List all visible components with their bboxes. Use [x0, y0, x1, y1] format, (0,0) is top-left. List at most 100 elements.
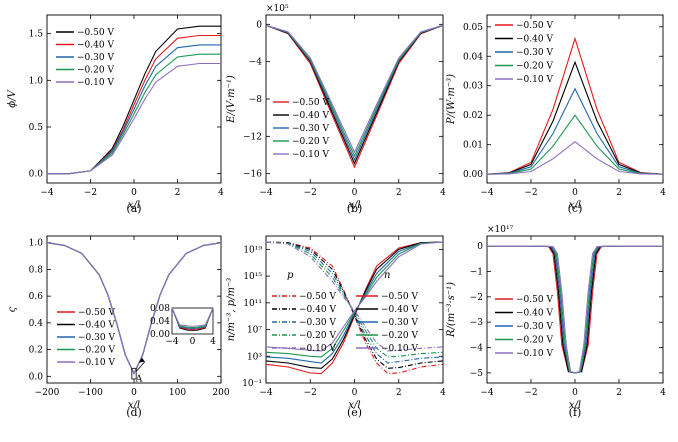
y-tick-label: 0.6	[29, 292, 44, 302]
legend-label: −0.30 V	[381, 318, 418, 328]
legend-label: −0.30 V	[78, 333, 115, 343]
zoom-arrow-line	[136, 361, 146, 372]
panel-caption: (f)	[569, 406, 582, 419]
x-tick-label: −4	[40, 188, 54, 198]
series-line	[487, 245, 663, 374]
x-axis-label: x/l	[128, 200, 140, 211]
y-tick-label: 10¹¹	[243, 299, 262, 309]
x-tick-label: 100	[169, 388, 186, 398]
legend-label: −0.40 V	[299, 305, 336, 315]
x-tick-label: −100	[78, 388, 103, 398]
inset-series-line	[171, 307, 214, 327]
y-tick-label: 10¹⁹	[243, 245, 262, 255]
y-axis-label: E/(V·m⁻¹)	[226, 75, 237, 124]
series-line-n	[265, 241, 444, 369]
y-axis-label: ϕ/V	[7, 89, 18, 108]
y-tick-label: 0.03	[463, 82, 483, 92]
legend-label: −0.50 V	[516, 295, 553, 305]
x-tick-label: 2	[616, 388, 622, 398]
x-tick-label: 2	[396, 388, 402, 398]
series-line-n	[265, 241, 444, 352]
x-axis-label: x/l	[348, 200, 360, 211]
legend-label: −0.20 V	[77, 66, 114, 76]
series-line-n	[265, 241, 444, 364]
axis-multiplier: ×10⁵	[266, 4, 289, 14]
legend-label: −0.10 V	[381, 344, 418, 354]
series-line	[486, 60, 664, 175]
panel-c: −4 −2 0 2 4 0.00 0.01 0.02 0.03 0.04 0.05 x/l P/(W·m…	[446, 14, 666, 215]
y-axis-label: n/m⁻³, p/m⁻³	[226, 278, 237, 341]
legend-group-n: n	[384, 270, 390, 281]
zoom-arrow-head	[138, 357, 145, 363]
legend-label: −0.40 V	[78, 321, 115, 331]
y-tick-label: −12	[243, 132, 262, 142]
y-tick-label: 10¹⁵	[243, 272, 262, 282]
x-tick-label: 0	[352, 388, 358, 398]
x-axis-label: x/l	[569, 200, 581, 211]
x-tick-label: 4	[660, 388, 666, 398]
y-tick-label: 0.02	[463, 111, 483, 121]
x-tick-label: 200	[212, 388, 229, 398]
legend-label: −0.20 V	[292, 137, 329, 147]
legend-label: −0.20 V	[299, 331, 336, 341]
inset-y-tick-label: 0.04	[150, 317, 170, 327]
panel-d: −200 −100 0 100 200 0.0 0.2 0.4 0.6 0.8 1.0 x/l ς (d)…	[7, 235, 230, 419]
x-tick-label: −4	[259, 188, 273, 198]
axis-multiplier: ×10¹⁷	[487, 225, 514, 235]
y-tick-label: 0.2	[29, 346, 43, 356]
y-tick-label: 1.5	[29, 30, 44, 40]
series-line	[486, 36, 664, 175]
panel-caption: (b)	[347, 202, 363, 215]
y-tick-label: 10³	[247, 352, 262, 362]
legend-label: −0.20 V	[516, 62, 553, 72]
y-axis-label: P/(W·m⁻³)	[446, 74, 457, 125]
zoom-label-a: A	[135, 375, 143, 385]
y-tick-label: 0	[477, 242, 483, 252]
y-tick-label: 0.01	[463, 141, 483, 151]
panel-f: −4 −2 0 2 4 0 −1 −2 −3 −4 −5 x/l R/(m⁻³·s⁻¹) (f) −0.50…	[446, 225, 666, 419]
x-tick-label: 2	[396, 188, 402, 198]
y-tick-label: 0.00	[463, 170, 483, 180]
y-axis-label: R/(m⁻³·s⁻¹)	[446, 282, 457, 338]
y-tick-label: −4	[470, 344, 484, 354]
legend-label: −0.30 V	[292, 124, 329, 134]
legend-label: −0.40 V	[516, 35, 553, 45]
legend-label: −0.50 V	[292, 98, 329, 108]
y-tick-label: −2	[470, 293, 483, 303]
y-tick-label: 0.4	[29, 319, 44, 329]
series-line-n	[265, 241, 444, 358]
x-tick-label: 0	[572, 188, 578, 198]
y-tick-label: −1	[470, 267, 483, 277]
inset-x-tick-label: −4	[165, 337, 179, 347]
y-tick-label: −3	[470, 318, 484, 328]
series-line-p	[265, 241, 444, 364]
x-tick-label: −2	[524, 388, 537, 398]
x-tick-label: −2	[524, 188, 537, 198]
series-line	[265, 24, 444, 154]
x-tick-label: 0	[352, 188, 358, 198]
series-line	[46, 242, 222, 375]
y-tick-label: 0.04	[463, 52, 483, 62]
x-tick-label: 4	[660, 188, 666, 198]
series-line-n	[265, 241, 444, 375]
series-line	[265, 24, 444, 169]
y-tick-label: 10⁻¹	[242, 379, 262, 389]
panel-caption: (e)	[347, 406, 362, 419]
y-tick-label: 0.8	[29, 265, 44, 275]
series-line	[486, 114, 664, 175]
legend-label: −0.40 V	[381, 305, 418, 315]
y-tick-label: 1.0	[29, 76, 44, 86]
inset-y-tick-label: 0.00	[150, 330, 170, 340]
legend-label: −0.40 V	[292, 111, 329, 121]
panel-caption: (c)	[568, 202, 583, 215]
panel-b: −4 −2 0 2 4 0 −4 −8 −12 −16 x/l E/(V·m⁻¹) (b) −0.50 V…	[226, 4, 446, 215]
x-tick-label: 2	[616, 188, 622, 198]
series-line	[47, 62, 221, 175]
y-tick-label: 0.0	[29, 372, 44, 382]
y-tick-label: 0.0	[29, 170, 44, 180]
x-tick-label: −4	[259, 388, 273, 398]
legend-label: −0.10 V	[77, 78, 114, 88]
legend-label: −0.50 V	[516, 21, 553, 31]
y-tick-label: −4	[249, 58, 263, 68]
